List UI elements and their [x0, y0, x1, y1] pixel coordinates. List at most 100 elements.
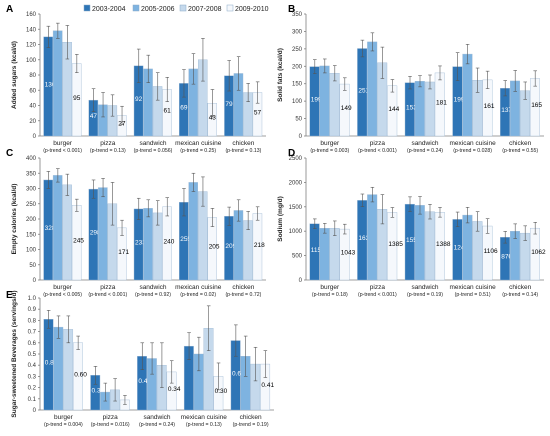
panel-c-ytick-label: 350 [26, 171, 37, 177]
panel-d-trend-label: (p-trend = 0.18) [312, 292, 348, 298]
panel-d-bar-label: 1106 [484, 248, 498, 255]
panel-c-category-label: sandwich [139, 284, 166, 291]
panel-c-ytick-label: 300 [26, 187, 37, 193]
panel-d-category-label: burger [320, 284, 340, 291]
panel-c-letter: C [6, 148, 13, 159]
panel-c-bar-label: 205 [209, 244, 220, 251]
panel-d-bar [462, 214, 473, 281]
panel-c-category-label: burger [53, 284, 73, 291]
panel-e-ytick-label: 0.2 [28, 386, 37, 392]
panel-c-bar-label: 209 [225, 243, 236, 250]
panel-d-bar-label: 1554 [406, 237, 421, 244]
panel-a-ytick-label: 100 [26, 58, 37, 64]
panel-e-trend-label: (p-trend = 0.004) [44, 422, 83, 428]
panel-c-trend-label: (p-trend = 0.02) [180, 292, 216, 298]
panel-a-bar-label: 57 [254, 109, 262, 116]
panel-c-bar [98, 187, 108, 281]
panel-e-category-label: burger [54, 414, 74, 421]
panel-d-category-label: chicken [509, 284, 531, 291]
panel-a-ytick-label: 20 [29, 119, 36, 125]
panel-d-bar-label: 1632 [358, 235, 373, 242]
panel-c-ytick-label: 100 [26, 248, 37, 254]
panel-d-bar-label: 1152 [311, 247, 325, 254]
panel-d-bar-label: 1062 [531, 249, 546, 256]
panel-a-trend-label: (p-trend < 0.001) [43, 148, 82, 154]
panel-a-trend-label: (p-trend = 0.13) [90, 148, 126, 154]
panel-e-bar-label: 0.30 [215, 388, 228, 395]
panel-b-bar-label: 165 [531, 102, 542, 109]
panel-e-category-label: mexican cuisine [181, 414, 228, 421]
panel-d-bar-label: 876 [501, 254, 512, 261]
panel-a-bar-label: 95 [73, 95, 81, 102]
panel-d-bar [424, 211, 435, 281]
panel-d-category-label: sandwich [411, 284, 438, 291]
panel-b-bar-label: 181 [436, 99, 447, 106]
panel-a-bar [52, 30, 63, 137]
panel-e-ytick-label: 0.9 [28, 307, 37, 313]
panel-e-trend-label: (p-trend = 0.13) [186, 422, 222, 428]
panel-b-ytick-label: 150 [292, 82, 303, 88]
panel-b-bar-label: 251 [358, 87, 369, 94]
panel-c-bar-label: 245 [73, 238, 84, 245]
panel-a-trend-label: (p-trend = 0.056) [134, 148, 173, 154]
panel-d-bar-label: 1043 [341, 250, 356, 257]
panel-a-bar-label: 130 [45, 81, 56, 88]
panel-c-bar-label: 233 [135, 239, 146, 246]
panel-d-ytick-label: 0 [299, 278, 303, 284]
panel-d-category-label: mexican cuisine [449, 284, 496, 291]
panel-c-trend-label: (p-trend < 0.005) [43, 292, 82, 298]
panel-c-ytick-label: 400 [26, 156, 37, 162]
panel-d-bar [319, 228, 330, 281]
panel-b-trend-label: (p-trend < 0.001) [358, 148, 397, 154]
panel-e-ytick-label: 0.3 [28, 374, 37, 380]
legend-swatch-1 [83, 4, 91, 12]
legend-swatch-3 [179, 4, 187, 12]
panel-c-ytick-label: 150 [26, 232, 37, 238]
panel-e-bar-label: 0.34 [168, 386, 181, 393]
panel-b-trend-label: (p-trend = 0.003) [310, 148, 349, 154]
panel-e-ytick-label: 0.5 [28, 352, 37, 358]
panel-d-ytick-label: 1000 [289, 229, 303, 235]
panel-a-bar-label: 69 [180, 105, 188, 112]
panel-b-bar [329, 73, 340, 137]
panel-a-category-label: pizza [100, 140, 116, 147]
panel-c-bar-label: 298 [90, 230, 101, 237]
panel-b-ytick-label: 50 [295, 117, 302, 123]
panel-b-bar [319, 65, 330, 137]
legend-swatch-2 [132, 4, 140, 12]
panel-c-trend-label: (p-trend = 0.72) [225, 292, 261, 298]
panel-e-category-label: chicken [240, 414, 262, 421]
panel-c-bar-label: 328 [45, 225, 56, 232]
panel-a-trend-label: (p-trend = 0.25) [180, 148, 216, 154]
panel-b-category-label: pizza [370, 140, 386, 147]
panel-d-category-label: pizza [370, 284, 386, 291]
panel-e-ytick-label: 0.1 [28, 397, 37, 403]
panel-c-bar-label: 240 [163, 238, 174, 245]
panel-e-bar-label: 0.41 [261, 382, 274, 389]
panel-a-bar-label: 47 [90, 113, 98, 120]
panel-a-ytick-label: 60 [29, 88, 36, 94]
panel-b-bar-label: 149 [341, 105, 352, 112]
panel-c-bar-label: 218 [254, 242, 265, 249]
panel-b-ytick-label: 250 [292, 47, 303, 53]
panel-b-category-label: burger [320, 140, 340, 147]
panel-c-trend-label: (p-trend < 0.001) [88, 292, 127, 298]
panel-d-bar-label: 1242 [454, 245, 469, 252]
panel-a-bar-label: 92 [135, 96, 143, 103]
panel-e-trend-label: (p-trend = 0.24) [139, 422, 175, 428]
panel-b-ytick-label: 350 [292, 12, 303, 18]
panel-b-bar [462, 53, 473, 137]
panel-c-ytick-label: 50 [29, 263, 36, 269]
panel-a-ylabel: Added sugars (kcal/d) [11, 41, 18, 109]
panel-c-ytick-label: 250 [26, 202, 37, 208]
panel-a-ytick-label: 120 [26, 43, 37, 49]
panel-d-ytick-label: 1500 [289, 205, 303, 211]
panel-d-bar-label: 1388 [436, 241, 451, 248]
panel-d-ytick-label: 500 [292, 254, 303, 260]
panel-a-bar-label: 79 [225, 101, 233, 108]
panel-d-trend-label: (p-trend = 0.14) [502, 292, 538, 298]
panel-d-ytick-label: 2000 [289, 180, 303, 186]
panel-d-ytick-label: 2500 [289, 156, 303, 162]
